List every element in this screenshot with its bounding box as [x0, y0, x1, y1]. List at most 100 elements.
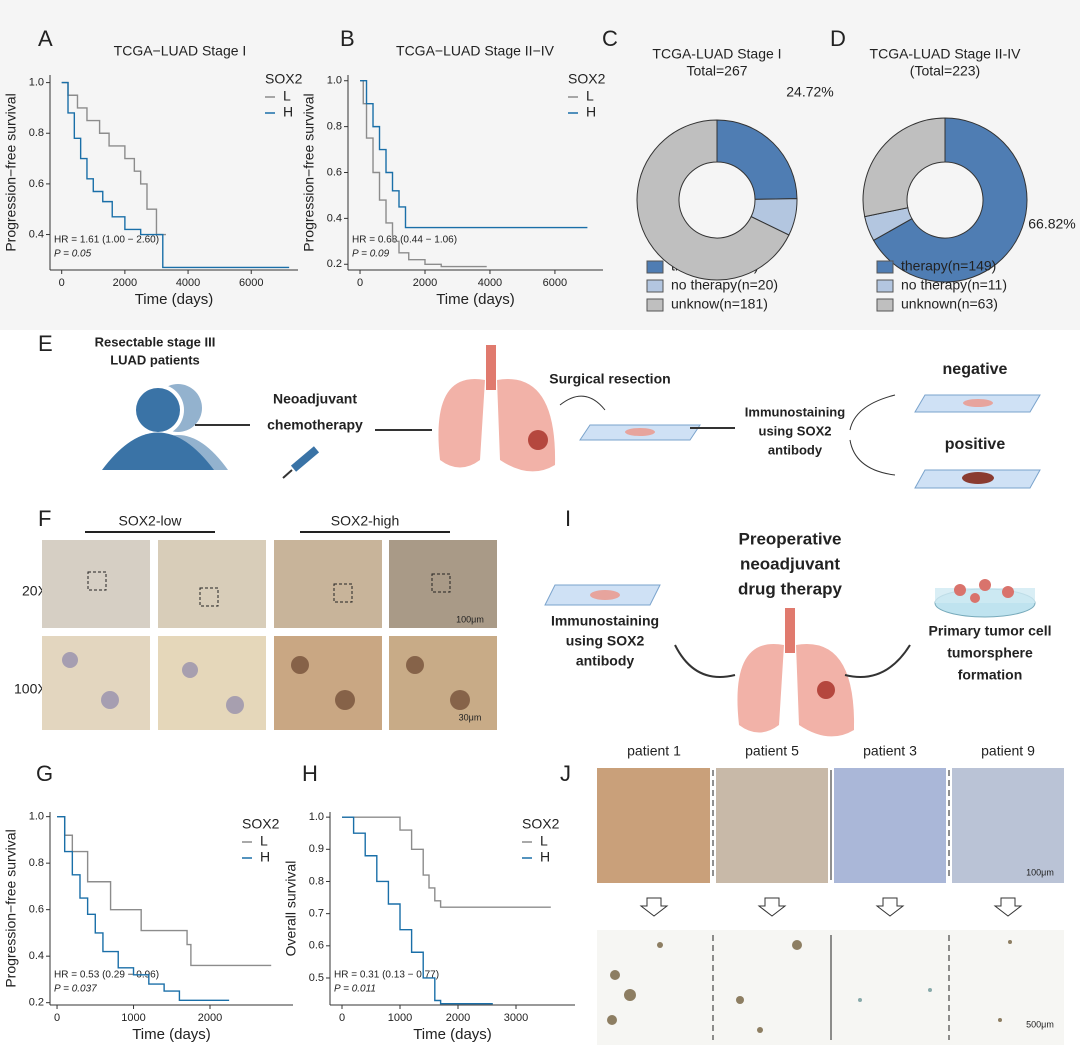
legend-label: H: [540, 849, 550, 865]
text: 20X: [22, 583, 48, 599]
scale-label: 100μm: [456, 614, 484, 624]
legend-title: SOX2: [265, 71, 303, 87]
panel-letter: G: [36, 761, 53, 786]
wedge: [636, 119, 790, 281]
legend-label: therapy(n=149): [901, 258, 996, 274]
y-axis-label: Progression−free survival: [3, 93, 19, 251]
x-tick-label: 2000: [413, 277, 437, 289]
slide: [914, 469, 1041, 489]
person-icon: [102, 384, 228, 470]
survival-curve: [360, 80, 588, 229]
panel-letter: F: [38, 506, 51, 531]
scale-label: 100μm: [1026, 867, 1054, 877]
annotation: HR = 0.53 (0.29 − 0.96): [54, 970, 159, 981]
y-tick-label: 0.7: [309, 908, 324, 920]
legend-label: unknow(n=181): [671, 296, 768, 312]
y-tick-label: 1.0: [309, 811, 324, 823]
annotation: HR = 1.61 (1.00 − 2.60): [54, 235, 159, 246]
micrograph: [716, 768, 828, 883]
survival-curve: [61, 81, 290, 269]
survival-curve: [57, 815, 230, 1002]
scale-label: 30μm: [459, 712, 482, 722]
survival-curve: [342, 816, 551, 908]
y-tick-label: 0.6: [29, 904, 44, 916]
x-tick-label: 2000: [446, 1012, 470, 1024]
x-tick-label: 2000: [198, 1012, 222, 1024]
text: using SOX2: [759, 423, 832, 438]
micrograph: [42, 636, 150, 730]
text: LUAD patients: [110, 352, 200, 367]
y-axis-label: Progression−free survival: [3, 829, 19, 987]
text: patient 3: [863, 743, 917, 759]
x-tick-label: 1000: [121, 1012, 145, 1024]
annotation: P = 0.09: [352, 249, 390, 260]
panel-letter: C: [602, 26, 618, 51]
micrograph: [952, 768, 1064, 883]
panel-f: F SOX2-low SOX2-high 20X 100X 100μm 30μm: [14, 506, 497, 730]
annotation: 66.82%: [1028, 216, 1075, 232]
arrow: [674, 644, 736, 678]
text: tumorsphere: [947, 645, 1033, 661]
x-axis-label: Time (days): [436, 291, 515, 308]
text: antibody: [576, 653, 635, 669]
text: Preoperative: [739, 529, 842, 548]
text: patient 9: [981, 743, 1035, 759]
legend-swatch: [646, 260, 664, 274]
arrow: [849, 394, 896, 476]
wedge: [872, 117, 1028, 283]
text: Resectable stage III: [95, 334, 216, 349]
wedge: [716, 119, 798, 200]
slide: [914, 394, 1041, 413]
x-tick-label: 0: [59, 277, 65, 289]
x-tick-label: 6000: [239, 277, 263, 289]
panel-letter: A: [38, 26, 53, 51]
text: formation: [958, 667, 1023, 683]
legend-label: L: [260, 833, 268, 849]
x-tick-label: 0: [54, 1012, 60, 1024]
survival-curve: [61, 81, 166, 236]
micrograph: [274, 540, 382, 628]
legend-label: H: [260, 849, 270, 865]
text: patient 5: [745, 743, 799, 759]
y-tick-label: 0.2: [29, 997, 44, 1009]
legend-title: SOX2: [522, 816, 560, 832]
text: Immunostaining: [745, 404, 845, 419]
micrograph: [158, 636, 266, 730]
survival-curve: [57, 815, 272, 967]
y-tick-label: 1.0: [29, 811, 44, 823]
survival-curve: [342, 816, 493, 1005]
y-tick-label: 0.2: [327, 258, 342, 270]
chart-title: TCGA-LUAD Stage II-IV: [870, 46, 1022, 62]
text: chemotherapy: [267, 417, 363, 433]
panel-letter: J: [560, 761, 571, 786]
annotation: P = 0.011: [334, 984, 376, 995]
annotation: P = 0.05: [54, 249, 92, 260]
x-axis-label: Time (days): [135, 291, 214, 308]
x-tick-label: 2000: [113, 277, 137, 289]
y-axis-label: Progression−free survival: [301, 93, 317, 251]
annotation: P = 0.037: [54, 984, 97, 995]
micrograph: [274, 636, 382, 730]
panel-j: J patient 1 patient 5 patient 3 patient …: [560, 743, 1064, 1045]
arrow: [844, 644, 911, 678]
text: Neoadjuvant: [273, 391, 357, 407]
y-tick-label: 0.4: [29, 228, 44, 240]
micrograph: [834, 768, 946, 883]
y-tick-label: 0.5: [309, 972, 324, 984]
down-arrows: [639, 897, 1023, 917]
chart-title: TCGA-LUAD Stage I: [652, 46, 781, 62]
nuclei: [291, 656, 470, 710]
text: patient 1: [627, 743, 681, 759]
zoom-box: [87, 571, 451, 607]
y-tick-label: 0.8: [29, 857, 44, 869]
text: positive: [945, 436, 1006, 453]
legend-label: no therapy(n=20): [671, 277, 778, 293]
text: Immunostaining: [551, 613, 659, 629]
dish: [934, 579, 1036, 618]
legend-label: L: [283, 88, 291, 104]
x-axis-label: Time (days): [413, 1026, 492, 1043]
x-tick-label: 4000: [478, 277, 502, 289]
y-tick-label: 0.4: [327, 212, 342, 224]
syringe: [282, 446, 320, 479]
